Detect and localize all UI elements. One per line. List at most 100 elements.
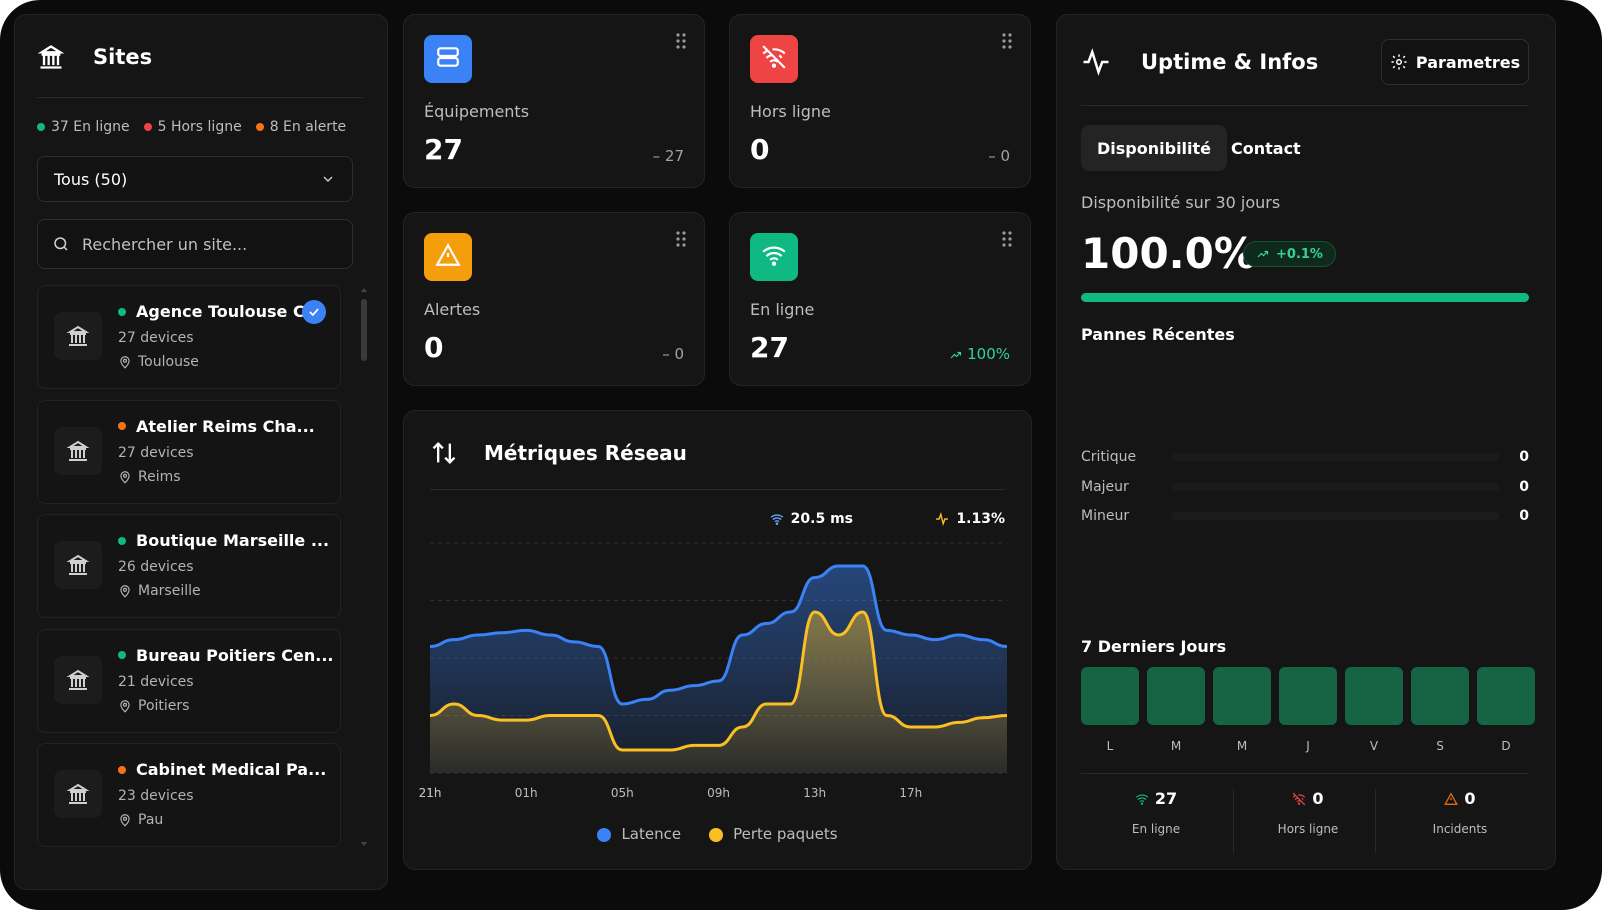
day-status-tile[interactable] <box>1279 667 1337 725</box>
wifi-off-icon <box>761 44 787 74</box>
scroll-down-icon[interactable] <box>361 841 367 847</box>
chart-legend: Latence Perte paquets <box>404 825 1031 843</box>
stat-card[interactable]: En ligne 27 100% <box>729 212 1031 386</box>
drag-handle-icon[interactable] <box>1002 33 1012 49</box>
footer-stat-label: Incidents <box>1432 822 1488 836</box>
footer-stat-value: 0 <box>1464 789 1476 808</box>
scrollbar-thumb[interactable] <box>361 299 367 361</box>
wifi-icon-tile <box>750 233 798 281</box>
legend-label: Perte paquets <box>733 825 838 843</box>
site-filter-select[interactable]: Tous (50) <box>37 156 353 202</box>
drag-handle-icon[interactable] <box>676 231 686 247</box>
day-label: M <box>1170 739 1182 753</box>
tab-contact[interactable]: Contact <box>1231 138 1301 158</box>
site-location: Pau <box>118 812 163 828</box>
severity-row: Majeur 0 <box>1081 477 1529 497</box>
footer-stat-value: 0 <box>1312 789 1324 808</box>
site-location: Marseille <box>118 583 201 599</box>
sites-sidebar: Sites 37 En ligne 5 Hors ligne 8 En aler… <box>14 14 388 890</box>
trend-up-icon <box>950 351 962 358</box>
severity-count: 0 <box>1519 508 1529 524</box>
uptime-panel: Uptime & Infos Parametres Disponibilité … <box>1056 14 1556 870</box>
day-label: L <box>1106 739 1114 753</box>
site-card[interactable]: Boutique Marseille ... 26 devices Marsei… <box>37 514 341 618</box>
day-status-tile[interactable] <box>1477 667 1535 725</box>
settings-button[interactable]: Parametres <box>1381 39 1529 85</box>
day-label: D <box>1501 739 1511 753</box>
alert-count-label: 8 En alerte <box>269 119 347 135</box>
footer-stat-label: Hors ligne <box>1277 822 1339 836</box>
day-label: J <box>1306 739 1310 753</box>
status-dot <box>255 123 264 131</box>
server-icon-tile <box>424 35 472 83</box>
building-icon-tile <box>54 770 102 818</box>
site-card[interactable]: Cabinet Medical Pa... 23 devices Pau <box>37 743 341 847</box>
site-card[interactable]: Atelier Reims Cha... 27 devices Reims <box>37 399 341 504</box>
card-label: Hors ligne <box>750 102 831 121</box>
footer-stat: 0 Hors ligne <box>1233 789 1383 836</box>
stat-card[interactable]: Équipements 27 – 27 <box>403 14 705 188</box>
day-status-tile[interactable] <box>1411 667 1469 725</box>
day-status-tile[interactable] <box>1345 667 1403 725</box>
packet-loss-readout: 1.13% <box>934 511 1005 527</box>
sidebar-header: Sites <box>37 43 152 71</box>
site-device-count: 21 devices <box>118 673 194 690</box>
site-card[interactable]: Bureau Poitiers Cen... 21 devices Poitie… <box>37 628 341 733</box>
tab-disponibilite[interactable]: Disponibilité <box>1081 125 1228 171</box>
x-tick-label: 21h <box>419 786 442 800</box>
scroll-up-icon[interactable] <box>361 287 367 293</box>
wifi-icon <box>761 242 787 272</box>
site-status-summary: 37 En ligne 5 Hors ligne 8 En alerte <box>37 119 346 135</box>
site-location: Poitiers <box>118 698 189 714</box>
x-tick-label: 01h <box>515 786 538 800</box>
site-card[interactable]: Agence Toulouse C... 27 devices Toulouse <box>37 285 341 389</box>
card-delta: – 0 <box>988 147 1010 165</box>
status-dot <box>37 123 45 131</box>
site-name: Atelier Reims Cha... <box>118 417 315 436</box>
severity-bar <box>1171 453 1499 461</box>
building-icon <box>66 783 90 804</box>
day-status-tile[interactable] <box>1213 667 1271 725</box>
legend-swatch <box>597 827 612 842</box>
warning-icon <box>435 242 461 272</box>
building-icon <box>37 45 65 69</box>
warning-icon <box>1444 792 1459 806</box>
day-status-tile[interactable] <box>1147 667 1205 725</box>
footer-stat: 27 En ligne <box>1081 789 1231 836</box>
severity-label: Majeur <box>1081 478 1129 495</box>
status-dot <box>118 651 126 659</box>
building-icon <box>66 669 90 690</box>
building-icon-tile <box>54 655 102 704</box>
legend-swatch <box>709 827 724 842</box>
site-name-label: Boutique Marseille ... <box>136 531 330 550</box>
scrollbar[interactable] <box>361 287 367 847</box>
legend-latency[interactable]: Latence <box>597 825 681 843</box>
divider <box>1233 789 1234 853</box>
stat-card[interactable]: Hors ligne 0 – 0 <box>729 14 1031 188</box>
day-status-tile[interactable] <box>1081 667 1139 725</box>
latency-readout: 20.5 ms <box>769 511 853 527</box>
building-icon <box>66 554 90 575</box>
card-label: Équipements <box>424 102 530 121</box>
online-count-label: 37 En ligne <box>51 119 130 135</box>
chevron-down-icon <box>323 176 333 182</box>
search-icon <box>54 237 68 251</box>
uptime-title: Uptime & Infos <box>1141 50 1319 74</box>
drag-handle-icon[interactable] <box>1002 231 1012 247</box>
stat-card[interactable]: Alertes 0 – 0 <box>403 212 705 386</box>
map-pin-icon <box>120 699 130 713</box>
card-value: 27 <box>424 133 463 166</box>
site-name-label: Atelier Reims Cha... <box>136 416 315 436</box>
series-area-packet-loss <box>430 612 1007 773</box>
uptime-header: Uptime & Infos <box>1081 47 1318 77</box>
legend-packet-loss[interactable]: Perte paquets <box>709 825 838 843</box>
card-delta-value: – 0 <box>988 147 1010 165</box>
gear-icon <box>1391 54 1407 70</box>
search-input[interactable] <box>82 234 332 254</box>
site-name: Boutique Marseille ... <box>118 531 329 550</box>
drag-handle-icon[interactable] <box>676 33 686 49</box>
divider <box>1081 773 1529 774</box>
map-pin-icon <box>120 585 130 598</box>
map-pin-icon <box>120 356 130 369</box>
